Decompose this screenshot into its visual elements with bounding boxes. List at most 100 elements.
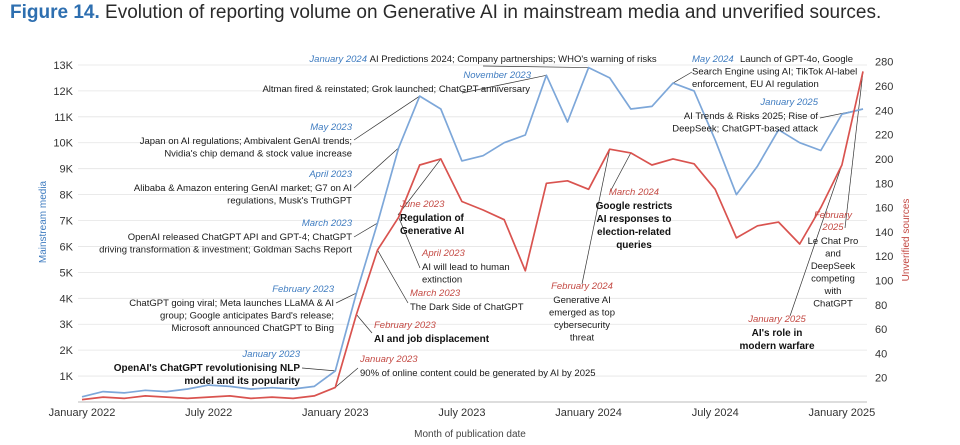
y-right-tick-label: 120 bbox=[875, 251, 893, 263]
x-tick-label: January 2024 bbox=[555, 407, 622, 419]
annotation-text: competing bbox=[811, 274, 855, 285]
annotation-text: threat bbox=[570, 333, 595, 344]
annotation-text: Microsoft announced ChatGPT to Bing bbox=[172, 323, 334, 334]
mainstream-media-line bbox=[81, 66, 864, 398]
y-left-tick-label: 7K bbox=[60, 216, 74, 228]
leader-line bbox=[301, 367, 336, 372]
annotation-date: April 2023 bbox=[308, 169, 352, 180]
y-right-tick-label: 240 bbox=[875, 105, 893, 117]
series-layer bbox=[81, 66, 864, 401]
y-left-tick-label: 1K bbox=[60, 371, 74, 383]
annotation-text: The Dark Side of ChatGPT bbox=[410, 302, 524, 313]
y-right-tick-label: 180 bbox=[875, 178, 893, 190]
annotation-date: January 2023 bbox=[359, 354, 418, 365]
annotation-text: Generative AI bbox=[553, 295, 611, 306]
leader-line bbox=[844, 71, 864, 229]
y-left-tick-label: 4K bbox=[60, 293, 74, 305]
x-axis-ticks: January 2022 July 2022 January 2023 July 20… bbox=[49, 407, 876, 419]
grid-layer bbox=[78, 64, 867, 403]
annotation-text: Japan on AI regulations; Ambivalent GenA… bbox=[140, 136, 352, 147]
annotation-text: regulations, Musk's TruthGPT bbox=[227, 196, 352, 207]
y-right-tick-label: 100 bbox=[875, 275, 893, 287]
unverified-sources-line bbox=[81, 71, 864, 401]
x-tick-label: July 2023 bbox=[438, 407, 485, 419]
annotation-text: cybersecurity bbox=[554, 320, 610, 331]
left-axis-ticks: 1K 2K 3K 4K 5K 6K 7K 8K 9K 10K 11K 12K 13K bbox=[53, 60, 73, 383]
leader-line bbox=[335, 367, 359, 388]
annotation-layer: January 2024 AI Predictions 2024; Compan… bbox=[99, 54, 858, 387]
annotation-text: ChatGPT bbox=[813, 299, 853, 310]
y-left-tick-label: 13K bbox=[53, 60, 73, 72]
annotation-date: May 2024 bbox=[692, 54, 734, 65]
annotation-text: with bbox=[824, 286, 842, 297]
leader-line bbox=[789, 164, 843, 317]
annotation-text: Alibaba & Amazon entering GenAI market; … bbox=[134, 183, 352, 194]
annotation-text: election-related bbox=[597, 227, 671, 238]
annotation-text: OpenAI's ChatGPT revolutionising NLP bbox=[114, 363, 301, 374]
leader-line bbox=[335, 292, 357, 304]
annotation-date: February 2023 bbox=[272, 284, 335, 295]
annotation-text: AI Predictions 2024; Company partnership… bbox=[370, 54, 657, 65]
annotation-text: DeepSeek; ChatGPT-based attack bbox=[672, 124, 818, 135]
annotation-text: Le Chat Pro bbox=[808, 236, 859, 247]
y-left-tick-label: 8K bbox=[60, 190, 74, 202]
annotation-text: queries bbox=[616, 240, 652, 251]
y-right-tick-label: 200 bbox=[875, 154, 893, 166]
leader-line bbox=[609, 152, 632, 193]
annotation-leaders bbox=[301, 65, 864, 388]
y-left-tick-label: 9K bbox=[60, 164, 74, 176]
annotation-date: February 2024 bbox=[551, 281, 613, 292]
annotation-date: 2025 bbox=[821, 222, 844, 233]
y-right-axis-title: Unverified sources bbox=[901, 199, 912, 282]
annotation-date: June 2023 bbox=[399, 199, 445, 210]
leader-line bbox=[398, 217, 421, 269]
y-right-tick-label: 80 bbox=[875, 300, 887, 312]
annotation-text: modern warfare bbox=[739, 341, 814, 352]
y-left-tick-label: 2K bbox=[60, 345, 74, 357]
y-right-tick-label: 220 bbox=[875, 130, 893, 142]
annotation-text: Nvidia's chip demand & stock value incre… bbox=[164, 149, 352, 160]
y-right-tick-label: 20 bbox=[875, 373, 887, 385]
annotation-date: April 2023 bbox=[421, 248, 465, 259]
annotation-date: January 2025 bbox=[747, 314, 806, 325]
annotation-text: model and its popularity bbox=[184, 376, 300, 387]
y-right-tick-label: 40 bbox=[875, 348, 887, 360]
leader-line bbox=[581, 149, 611, 285]
annotation-text: and bbox=[825, 249, 841, 260]
annotation-text: AI's role in bbox=[752, 328, 803, 339]
annotation-text: enforcement, EU AI regulation bbox=[692, 79, 819, 90]
annotation-date: May 2023 bbox=[310, 122, 352, 133]
y-right-tick-label: 60 bbox=[875, 324, 887, 336]
annotation-text: driving transformation & investment; Gol… bbox=[99, 245, 352, 256]
y-left-tick-label: 10K bbox=[53, 138, 73, 150]
annotation-date: March 2023 bbox=[302, 218, 353, 229]
annotation-date: February 2023 bbox=[374, 320, 437, 331]
y-right-tick-label: 280 bbox=[875, 57, 893, 69]
y-left-tick-label: 6K bbox=[60, 241, 74, 253]
annotation-text: Regulation of bbox=[400, 213, 465, 224]
annotation-text: AI Trends & Risks 2025; Rise of bbox=[684, 111, 818, 122]
x-tick-label: July 2022 bbox=[185, 407, 232, 419]
leader-line bbox=[377, 249, 409, 304]
y-right-tick-label: 140 bbox=[875, 227, 893, 239]
x-axis-title: Month of publication date bbox=[414, 429, 526, 440]
y-right-tick-label: 260 bbox=[875, 81, 893, 93]
leader-line bbox=[353, 147, 399, 189]
y-right-tick-label: 160 bbox=[875, 203, 893, 215]
annotation-text: Launch of GPT-4o, Google bbox=[740, 54, 853, 65]
annotation-text: ChatGPT going viral; Meta launches LLaMA… bbox=[129, 298, 334, 309]
annotation-date: January 2024 bbox=[308, 54, 369, 65]
figure-number: Figure 14. bbox=[10, 2, 100, 23]
annotation-text: Altman fired & reinstated; Grok launched… bbox=[262, 84, 530, 95]
x-tick-label: July 2024 bbox=[692, 407, 739, 419]
leader-line bbox=[353, 222, 378, 238]
annotation-date: February bbox=[814, 210, 853, 221]
annotation-jan2024: January 2024 AI Predictions 2024; Compan… bbox=[308, 54, 656, 65]
annotation-text: Google restricts bbox=[596, 201, 673, 212]
annotation-text: extinction bbox=[422, 275, 462, 286]
annotation-text: AI responses to bbox=[596, 214, 671, 225]
annotation-date: March 2024 bbox=[609, 187, 659, 198]
y-left-tick-label: 11K bbox=[54, 112, 73, 124]
figure-caption: Evolution of reporting volume on Generat… bbox=[105, 2, 882, 23]
